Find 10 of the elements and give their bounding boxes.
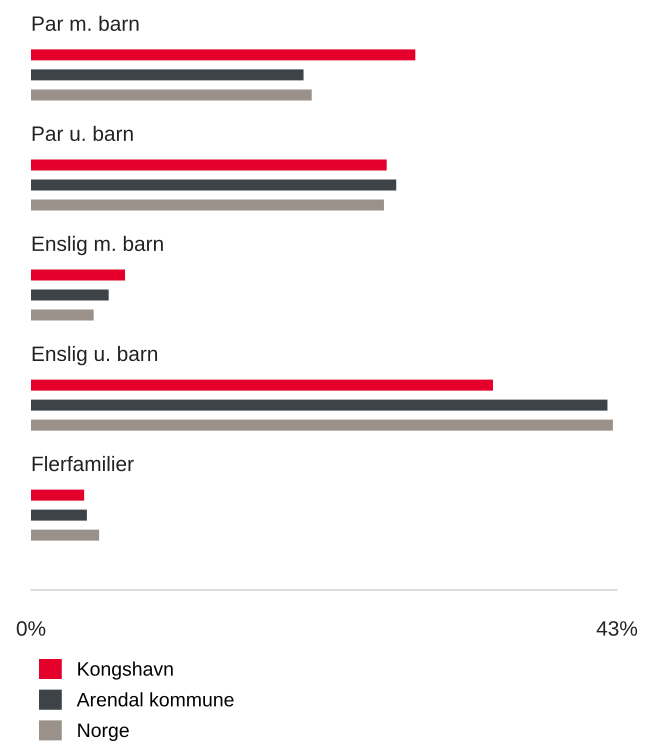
y-tick-label: Par m. barn	[32, 16, 138, 31]
y-tick-label: Enslig u. barn	[32, 346, 158, 366]
x-tick-label: 0%	[16, 621, 46, 636]
legend-label: Norge	[78, 724, 129, 742]
y-tick-label: Enslig m. barn	[32, 236, 163, 256]
legend-label: Kongshavn	[78, 662, 173, 680]
y-tick-label: Par u. barn	[32, 126, 133, 142]
x-tick-label: 43%	[596, 621, 638, 636]
y-tick-label: Flerfamilier	[32, 456, 134, 472]
legend-label: Arendal kommune	[76, 692, 234, 707]
